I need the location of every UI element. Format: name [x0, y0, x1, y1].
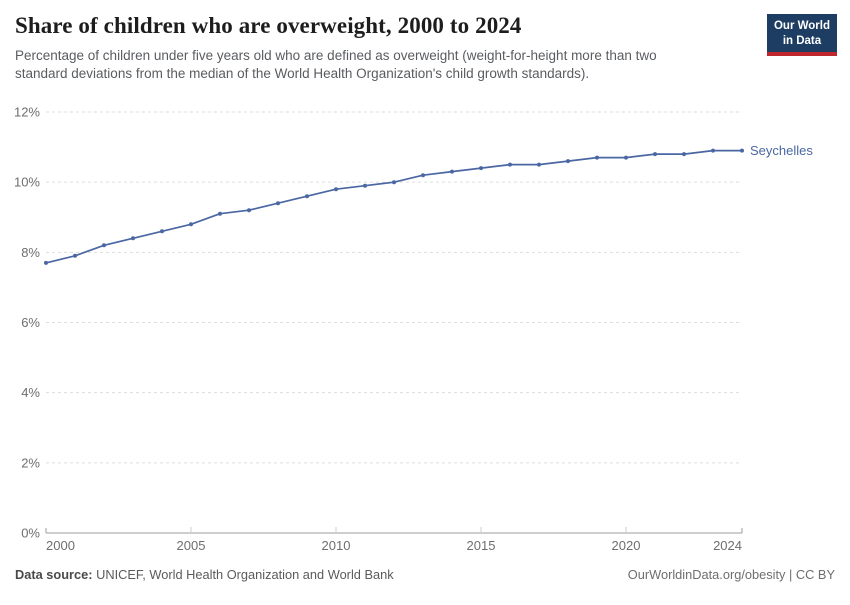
x-axis-tick-label: 2000 — [46, 538, 75, 553]
y-axis-tick-label: 10% — [14, 175, 40, 190]
data-point[interactable] — [537, 162, 541, 167]
license-note[interactable]: OurWorldinData.org/obesity | CC BY — [627, 567, 835, 582]
data-point[interactable] — [450, 169, 454, 174]
y-axis-tick-label: 12% — [14, 105, 40, 120]
data-series-line[interactable] — [45, 149, 742, 264]
data-point[interactable] — [160, 229, 164, 234]
x-axis-tick-label: 2010 — [322, 538, 351, 553]
owid-logo[interactable]: Our World in Data — [766, 14, 837, 57]
data-point[interactable] — [682, 152, 686, 157]
data-point[interactable] — [566, 159, 570, 164]
data-point[interactable] — [363, 183, 367, 188]
data-point[interactable] — [218, 211, 222, 216]
data-point[interactable] — [305, 194, 309, 199]
data-point[interactable] — [421, 173, 425, 178]
data-point[interactable] — [508, 162, 512, 167]
page-title: Share of children who are overweight, 20… — [15, 13, 522, 38]
data-point[interactable] — [131, 236, 135, 241]
owid-logo-line1: Our World — [773, 20, 830, 32]
data-point[interactable] — [276, 201, 280, 206]
data-source-text: UNICEF, World Health Organization and Wo… — [92, 567, 394, 582]
data-source-label: Data source: — [15, 567, 93, 582]
y-axis-tick-label: 6% — [21, 315, 40, 330]
data-point[interactable] — [73, 253, 77, 258]
x-axis-tick-label: 2024 — [713, 538, 742, 553]
data-point[interactable] — [624, 155, 628, 160]
data-point[interactable] — [334, 187, 338, 192]
data-point[interactable] — [595, 155, 599, 160]
x-axis-tick-label: 2005 — [177, 538, 206, 553]
chart-header: Share of children who are overweight, 20… — [15, 12, 755, 84]
data-point[interactable] — [392, 180, 396, 185]
data-point[interactable] — [653, 152, 657, 157]
series-label-entity[interactable]: Seychelles — [750, 143, 813, 158]
data-point[interactable] — [44, 260, 48, 265]
chart-footer: Data source: UNICEF, World Health Organi… — [0, 567, 850, 582]
owid-logo-line2: in Data — [782, 34, 822, 47]
data-point[interactable] — [479, 166, 483, 171]
y-axis-tick-label: 8% — [21, 245, 40, 260]
x-axis-tick-label: 2020 — [612, 538, 641, 553]
y-axis-tick-label: 2% — [21, 455, 40, 470]
chart-subtitle: Percentage of children under five years … — [15, 47, 657, 82]
data-point[interactable] — [189, 222, 193, 227]
data-point[interactable] — [247, 208, 251, 213]
x-axis-tick-label: 2015 — [467, 538, 496, 553]
y-axis-tick-label: 4% — [21, 385, 40, 400]
y-axis-tick-label: 0% — [21, 526, 40, 541]
data-point[interactable] — [740, 148, 744, 153]
data-point[interactable] — [711, 148, 715, 153]
data-source-note: Data source: UNICEF, World Health Organi… — [15, 567, 394, 582]
data-point[interactable] — [102, 243, 106, 248]
